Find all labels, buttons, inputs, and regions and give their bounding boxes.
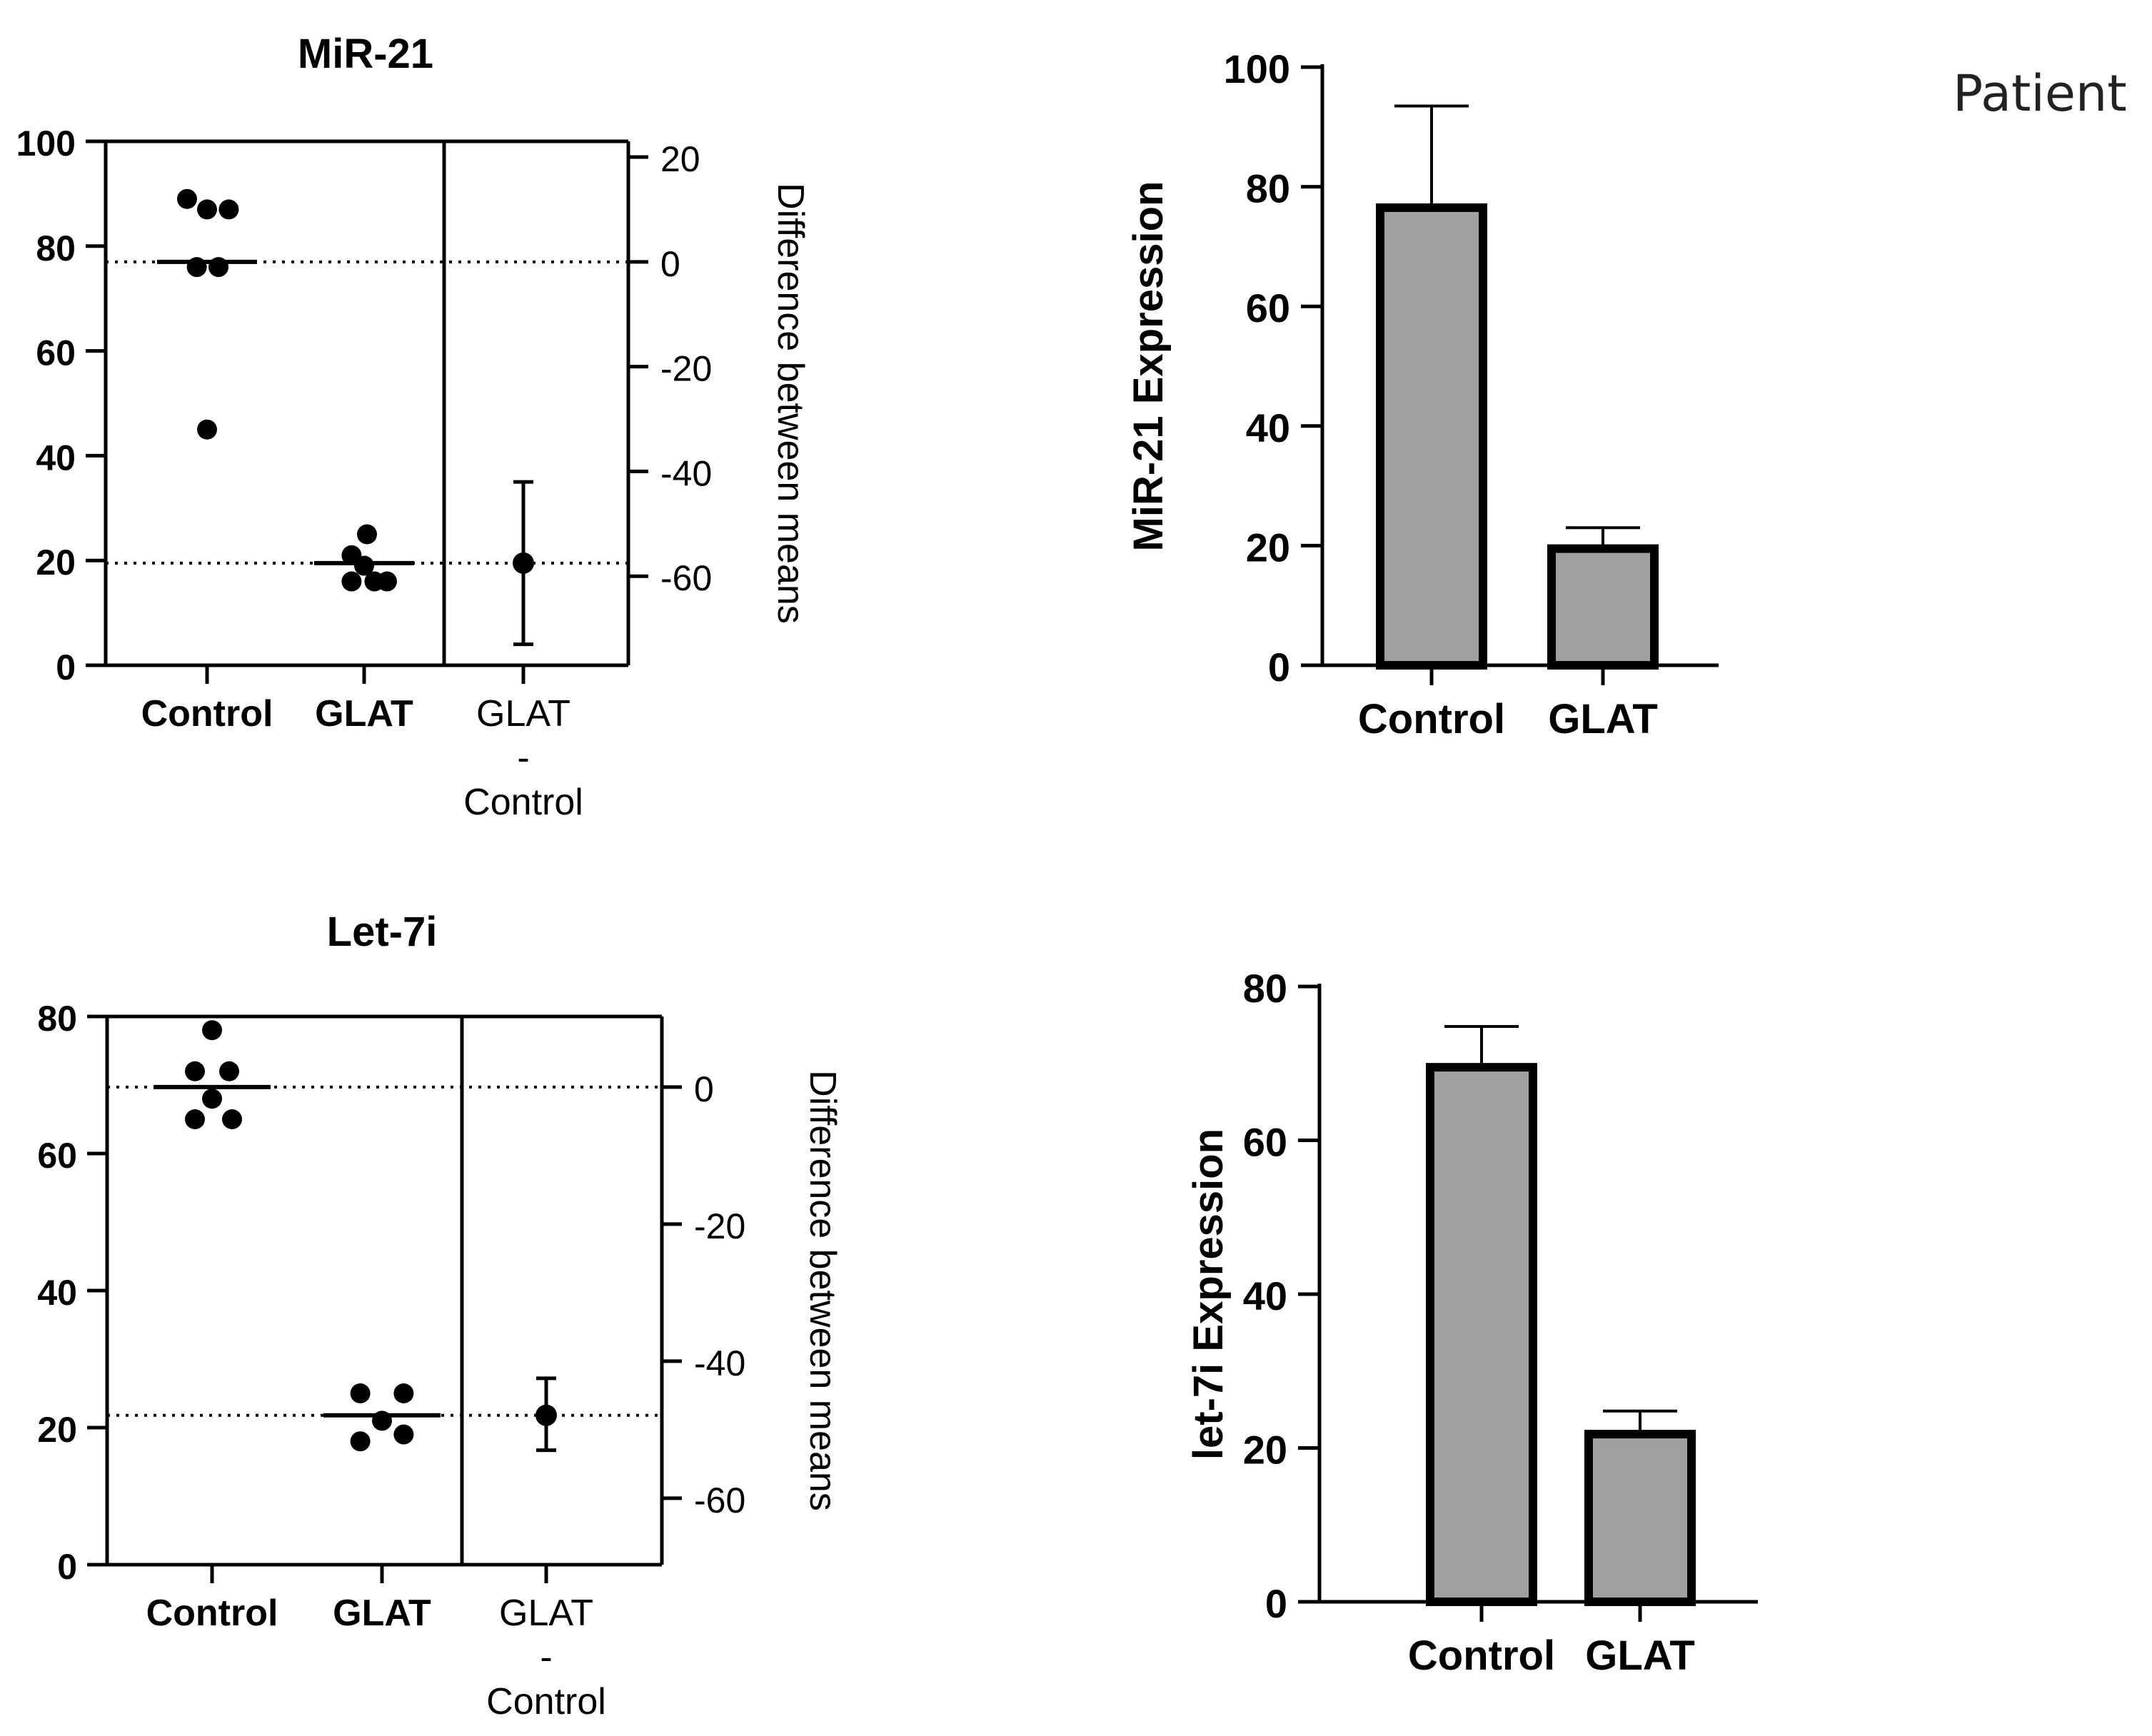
y-tick-label: 60 [37,1136,77,1176]
panel-label-patient: Patient [1953,64,2127,123]
y2-axis-label: Difference between means [770,183,811,624]
y2-tick-label: -40 [694,1343,745,1383]
x-tick-label: Control [463,782,583,823]
x-tick-label: GLAT [1548,696,1658,742]
y-tick-label: 40 [1246,405,1290,450]
data-point [393,1424,414,1445]
bar [1547,544,1659,670]
y-tick-label: 40 [37,1273,77,1313]
y-tick-label: 60 [36,333,76,373]
y-tick-label: 40 [36,438,76,478]
data-point [354,555,374,576]
y2-tick-label: -40 [660,453,712,493]
y-tick-label: 0 [57,1547,77,1587]
y-tick-label: 20 [1243,1428,1287,1473]
data-point [341,571,362,592]
data-point [377,571,397,592]
data-point [177,188,197,209]
x-tick-label: Control [486,1681,606,1722]
y-tick-label: 80 [36,228,76,268]
y-tick-label: 60 [1246,286,1290,330]
x-tick-label: GLAT [315,693,413,735]
y-tick-label: 0 [56,647,76,687]
data-point [218,199,239,220]
y-tick-label: 40 [1243,1273,1287,1318]
x-tick-label: Control [1408,1632,1555,1679]
y2-tick-label: -20 [660,349,712,389]
bar [1584,1430,1696,1606]
difference-point [513,552,534,574]
chart-title: Let-7i [327,909,438,955]
x-tick-label: GLAT [476,693,570,735]
data-point [357,524,377,545]
data-point [222,1109,242,1129]
y-tick-label: 0 [1268,645,1290,690]
x-tick-label: GLAT [333,1593,431,1634]
y2-tick-label: -20 [694,1206,745,1246]
x-tick-label: Control [146,1593,278,1634]
data-point [185,1109,205,1129]
y-axis-label: MiR-21 Expression [1125,181,1172,552]
data-point [350,1431,371,1452]
y2-tick-label: 20 [660,139,700,179]
y-tick-label: 80 [1246,166,1290,211]
y-axis-label: let-7i Expression [1185,1129,1232,1460]
y2-tick-label: 0 [694,1069,714,1109]
y-tick-label: 100 [1224,46,1290,91]
y-tick-label: 80 [37,999,77,1039]
y-tick-label: 0 [1265,1581,1287,1626]
y2-tick-label: -60 [660,558,712,598]
bar [1426,1063,1537,1606]
data-point [185,1061,205,1081]
y-tick-label: 60 [1243,1120,1287,1165]
x-tick-label: - [517,737,529,779]
x-tick-label: Control [141,693,273,735]
y-tick-label: 20 [1246,525,1290,570]
y2-tick-label: 0 [660,244,680,284]
data-point [197,199,217,220]
data-point [202,1020,222,1041]
y2-tick-label: -60 [694,1480,745,1520]
y-tick-label: 20 [37,1410,77,1450]
x-tick-label: GLAT [1585,1632,1695,1679]
y-tick-label: 80 [1243,966,1287,1011]
data-point [202,1089,222,1109]
x-tick-label: - [540,1637,552,1678]
chart-title: MiR-21 [298,31,433,77]
y-tick-label: 20 [36,542,76,582]
y-tick-label: 100 [16,123,76,163]
data-point [197,419,217,440]
bar [1376,203,1487,670]
x-tick-label: GLAT [499,1593,593,1634]
data-point [393,1383,414,1403]
x-tick-label: Control [1358,696,1505,742]
data-point [350,1383,371,1403]
y2-axis-label: Difference between means [802,1070,843,1511]
difference-point [536,1404,557,1426]
data-point [219,1061,239,1081]
